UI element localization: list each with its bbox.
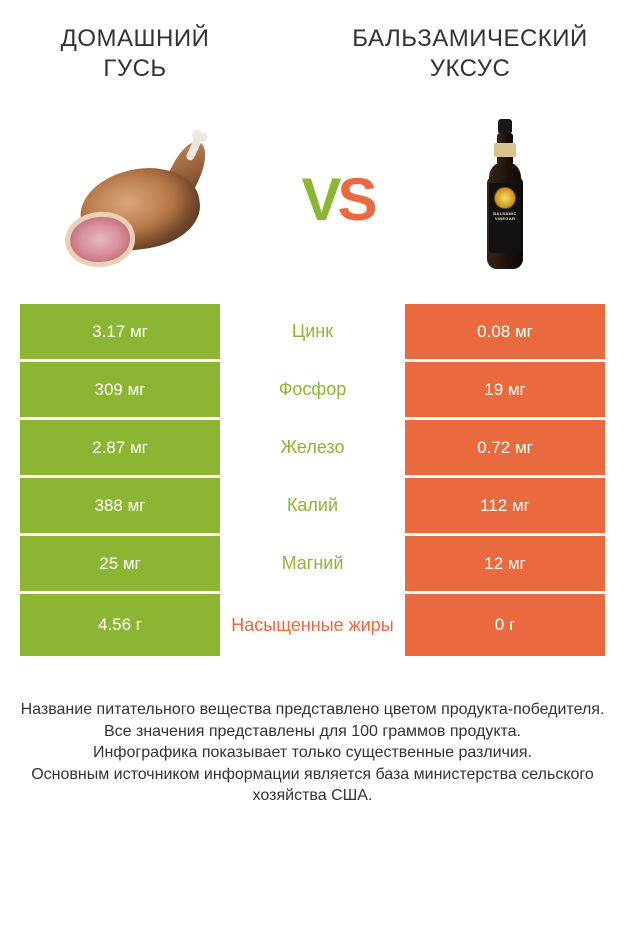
- table-row: 2.87 мгЖелезо0.72 мг: [20, 420, 605, 475]
- footer-line-4: Основным источником информации является …: [20, 764, 605, 807]
- footer-line-3: Инфографика показывает только существенн…: [20, 742, 605, 764]
- table-row: 388 мгКалий112 мг: [20, 478, 605, 533]
- nutrient-label: Насыщенные жиры: [220, 594, 405, 656]
- product-left-title: ДОМАШНИЙ ГУСЬ: [30, 24, 240, 84]
- vinegar-image: BALSAMIC VINEGAR: [445, 119, 565, 279]
- footer-line-2: Все значения представлены для 100 граммо…: [20, 721, 605, 743]
- table-row: 309 мгФосфор19 мг: [20, 362, 605, 417]
- vs-label: VS: [301, 165, 373, 234]
- footer-notes: Название питательного вещества представл…: [0, 659, 625, 807]
- right-value: 0 г: [405, 594, 605, 656]
- nutrient-label: Калий: [220, 478, 405, 533]
- vs-s: S: [338, 166, 374, 233]
- bottle-label-2: VINEGAR: [495, 217, 515, 222]
- left-value: 25 мг: [20, 536, 220, 591]
- header: ДОМАШНИЙ ГУСЬ БАЛЬЗАМИЧЕСКИЙ УКСУС: [0, 0, 625, 94]
- left-value: 2.87 мг: [20, 420, 220, 475]
- goose-image: [60, 134, 230, 264]
- nutrient-table: 3.17 мгЦинк0.08 мг309 мгФосфор19 мг2.87 …: [0, 294, 625, 656]
- images-row: VS BALSAMIC VINEGAR: [0, 94, 625, 294]
- right-value: 112 мг: [405, 478, 605, 533]
- footer-line-1: Название питательного вещества представл…: [20, 699, 605, 721]
- left-value: 388 мг: [20, 478, 220, 533]
- product-right-title: БАЛЬЗАМИЧЕСКИЙ УКСУС: [345, 24, 595, 84]
- table-row: 3.17 мгЦинк0.08 мг: [20, 304, 605, 359]
- right-value: 0.08 мг: [405, 304, 605, 359]
- nutrient-label: Железо: [220, 420, 405, 475]
- left-value: 3.17 мг: [20, 304, 220, 359]
- nutrient-label: Магний: [220, 536, 405, 591]
- vs-v: V: [301, 166, 337, 233]
- table-row: 25 мгМагний12 мг: [20, 536, 605, 591]
- right-value: 12 мг: [405, 536, 605, 591]
- nutrient-label: Цинк: [220, 304, 405, 359]
- nutrient-label: Фосфор: [220, 362, 405, 417]
- left-value: 4.56 г: [20, 594, 220, 656]
- table-row: 4.56 гНасыщенные жиры0 г: [20, 594, 605, 656]
- right-value: 19 мг: [405, 362, 605, 417]
- left-value: 309 мг: [20, 362, 220, 417]
- right-value: 0.72 мг: [405, 420, 605, 475]
